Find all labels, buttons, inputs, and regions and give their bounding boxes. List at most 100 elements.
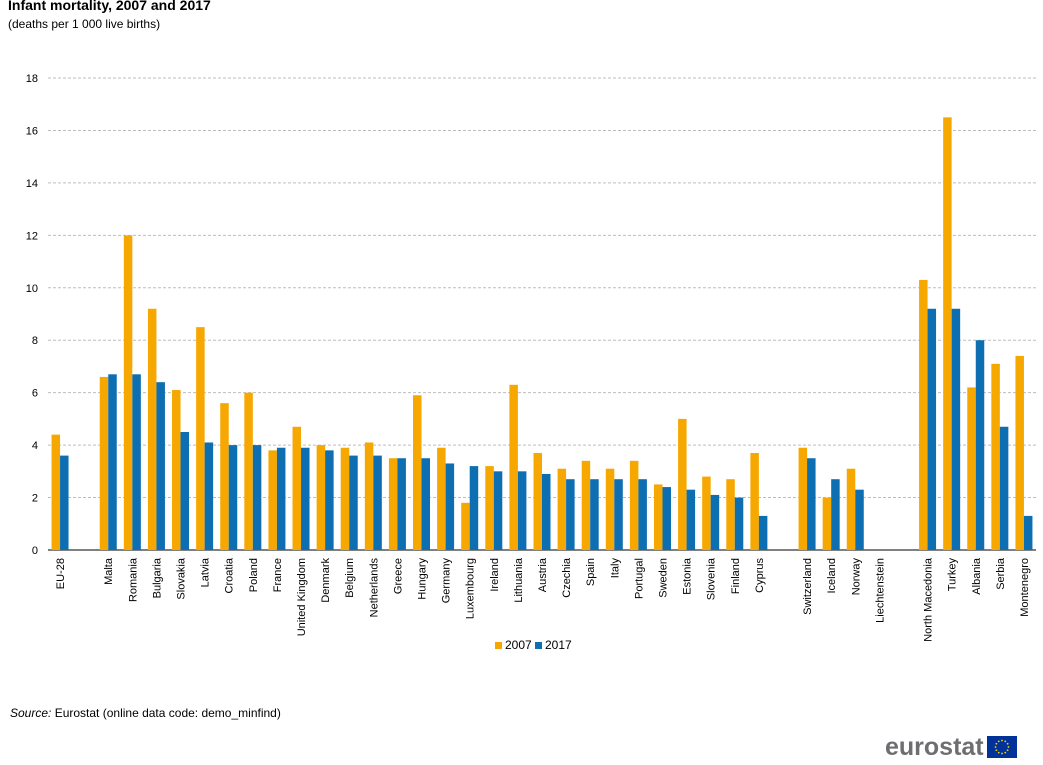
bar-2017-iceland [831, 479, 840, 550]
bar-2017-portugal [638, 479, 647, 550]
category-label: Denmark [320, 558, 332, 603]
bar-2007-luxembourg [461, 502, 470, 550]
bar-2007-norway [846, 468, 856, 550]
bar-2017-spain [590, 479, 599, 550]
bar-2017-latvia [204, 442, 214, 550]
y-tick-label: 14 [26, 178, 38, 190]
bar-2007-lithuania [509, 384, 518, 550]
bar-2007-france [268, 450, 277, 550]
eu-flag-icon [986, 736, 1017, 758]
bar-2017-greece [397, 458, 406, 550]
category-label: Sweden [657, 558, 669, 598]
source-label: Source: [10, 706, 52, 720]
eurostat-logo: eurostat [885, 732, 1017, 762]
category-label: Spain [585, 558, 597, 586]
bar-2007-hungary [413, 395, 422, 550]
category-label: Turkey [947, 558, 959, 592]
category-label: Lithuania [513, 557, 525, 603]
category-label: Austria [537, 557, 549, 592]
bar-2007-croatia [220, 403, 229, 550]
bar-2017-finland [734, 497, 744, 550]
bar-2017-north-macedonia [927, 308, 937, 550]
bar-2007-italy [605, 468, 615, 550]
category-label: Serbia [995, 557, 1007, 590]
bar-2017-montenegro [1023, 515, 1033, 550]
category-label: Albania [971, 557, 983, 595]
legend-swatch-2007 [495, 642, 502, 649]
bar-2007-iceland [822, 497, 832, 550]
category-label: Norway [850, 558, 862, 596]
y-tick-label: 4 [32, 440, 38, 452]
bar-2017-eu-28 [60, 455, 69, 550]
source-text: Eurostat (online data code: demo_minfind… [54, 706, 281, 720]
category-label: Belgium [344, 558, 356, 598]
chart-title: Infant mortality, 2007 and 2017 [8, 0, 211, 13]
category-label: France [272, 558, 284, 592]
bar-2017-malta [108, 374, 117, 550]
category-label: Cyprus [754, 558, 766, 593]
category-label: Czechia [561, 557, 573, 598]
bar-2007-finland [726, 479, 735, 550]
bar-2017-norway [855, 489, 864, 550]
bar-2017-lithuania [517, 471, 527, 550]
y-tick-label: 0 [32, 545, 38, 557]
bar-chart: 0 2 4 6 8 10 12 14 16 18 EU-28 Malta Romania Bulgaria… [26, 73, 1036, 652]
bar-2007-sweden [653, 484, 663, 550]
bar-2007-north-macedonia [919, 279, 928, 550]
bar-2007-montenegro [1015, 355, 1024, 550]
bar-2007-poland [244, 392, 253, 550]
bar-2007-slovakia [172, 390, 181, 550]
category-label: North Macedonia [923, 557, 935, 642]
category-label: Bulgaria [151, 557, 163, 598]
bar-2017-italy [614, 479, 623, 550]
bar-2007-estonia [678, 418, 687, 550]
category-label: Latvia [200, 557, 212, 587]
bar-2007-spain [581, 460, 591, 550]
bar-2017-slovakia [180, 432, 190, 550]
bar-2007-united-kingdom [292, 426, 302, 550]
bar-2007-germany [437, 447, 446, 550]
bar-2017-belgium [349, 455, 358, 550]
category-label: Montenegro [1019, 558, 1031, 617]
bar-2007-slovenia [702, 476, 711, 550]
bar-2017-austria [542, 473, 551, 550]
y-tick-label: 6 [32, 388, 38, 400]
legend-label-2007: 2007 [505, 638, 532, 652]
bar-2017-united-kingdom [301, 447, 310, 550]
category-label: Malta [103, 557, 115, 585]
category-label: Slovakia [176, 557, 188, 599]
y-tick-label: 12 [26, 230, 38, 242]
y-tick-label: 8 [32, 335, 38, 347]
bar-2007-ireland [485, 466, 494, 550]
logo-text: eurostat [885, 733, 984, 761]
bar-2007-malta [99, 376, 109, 550]
category-label: Portugal [633, 558, 645, 599]
bar-2007-denmark [316, 445, 326, 550]
y-tick-label: 2 [32, 493, 38, 505]
category-label: Croatia [224, 557, 236, 593]
bar-2017-hungary [421, 458, 431, 550]
bar-2017-sweden [662, 487, 671, 550]
bar-2017-luxembourg [469, 466, 479, 550]
category-label: Greece [392, 558, 404, 594]
category-label: United Kingdom [296, 558, 308, 636]
category-label: Netherlands [368, 558, 380, 618]
category-label: Italy [609, 558, 621, 579]
bar-2017-netherlands [373, 455, 382, 550]
bar-2017-serbia [999, 426, 1009, 550]
bar-2007-greece [388, 458, 398, 550]
category-label: Iceland [826, 558, 838, 593]
category-label: Hungary [417, 558, 429, 600]
bar-2007-switzerland [798, 447, 808, 550]
bar-2007-belgium [340, 447, 350, 550]
y-tick-label: 10 [26, 283, 38, 295]
bar-2017-germany [445, 463, 455, 550]
bar-2007-austria [533, 452, 542, 550]
bar-2007-netherlands [364, 442, 374, 550]
category-label: Slovenia [706, 557, 718, 600]
bar-2017-bulgaria [156, 382, 165, 550]
category-label: Germany [441, 558, 453, 604]
bar-2007-albania [967, 387, 976, 550]
bar-2007-czechia [557, 468, 567, 550]
bar-2017-cyprus [758, 515, 768, 550]
